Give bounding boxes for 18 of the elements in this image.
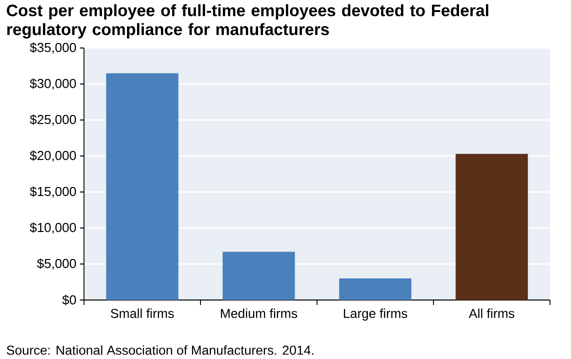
y-tick-label: $35,000 bbox=[30, 42, 76, 54]
bar bbox=[222, 252, 295, 300]
y-tick-label: $25,000 bbox=[30, 114, 76, 126]
y-tick-label: $20,000 bbox=[30, 150, 76, 162]
bar bbox=[106, 73, 178, 300]
x-tick-label: Large firms bbox=[344, 308, 408, 321]
chart-title: Cost per employee of full-time employees devoted to Federal regulatory compliance for manufacturers bbox=[6, 4, 488, 39]
y-tick-label: $10,000 bbox=[30, 222, 76, 234]
bar bbox=[339, 278, 412, 300]
y-tick-label: $5,000 bbox=[37, 258, 76, 270]
bar bbox=[456, 154, 528, 300]
x-tick-label: All firms bbox=[468, 308, 514, 318]
source-note: Source: National Association of Manufacturers. 2014. bbox=[6, 345, 314, 355]
x-tick-label: Medium firms bbox=[220, 308, 298, 318]
y-tick-label: $0 bbox=[62, 294, 76, 306]
y-tick-label: $15,000 bbox=[30, 186, 76, 198]
x-tick-label: Small firms bbox=[110, 308, 174, 318]
y-tick-label: $30,000 bbox=[30, 78, 76, 90]
